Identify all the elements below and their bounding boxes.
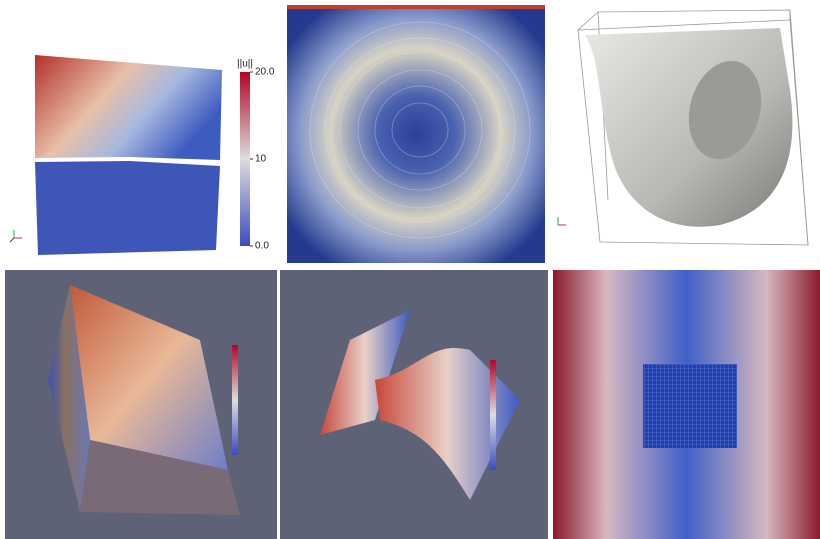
lower-block xyxy=(35,161,220,255)
colorbar-title: ||u|| xyxy=(237,59,253,70)
axes-triad xyxy=(558,217,566,225)
refined-region xyxy=(643,364,737,448)
colorbar-tick-label: 0.0 xyxy=(255,241,269,252)
axes-triad xyxy=(10,230,22,242)
colorbar-tick-label: 10 xyxy=(255,154,267,165)
panel-warped-shell xyxy=(280,270,548,539)
panel-cavity-flow xyxy=(287,5,545,263)
lid xyxy=(287,5,545,9)
panel-crack: ||u|| 20.0 10 0.0 xyxy=(10,55,275,255)
panel-twisted-block xyxy=(5,270,277,539)
visualization-grid: ||u|| 20.0 10 0.0 xyxy=(0,0,820,539)
colorbar xyxy=(490,360,496,470)
colorbar xyxy=(240,72,250,246)
panel-mesh xyxy=(553,270,820,539)
colorbar xyxy=(232,345,238,455)
colorbar-tick-label: 20.0 xyxy=(255,67,275,78)
upper-block xyxy=(35,55,222,160)
page: ||u|| 20.0100.0 (() => xyxy=(0,0,820,539)
flow-field xyxy=(287,5,545,263)
colorbar-ticks: 20.0 10 0.0 xyxy=(250,67,275,252)
panel-isosurface xyxy=(558,10,808,245)
isosurface xyxy=(585,28,792,227)
